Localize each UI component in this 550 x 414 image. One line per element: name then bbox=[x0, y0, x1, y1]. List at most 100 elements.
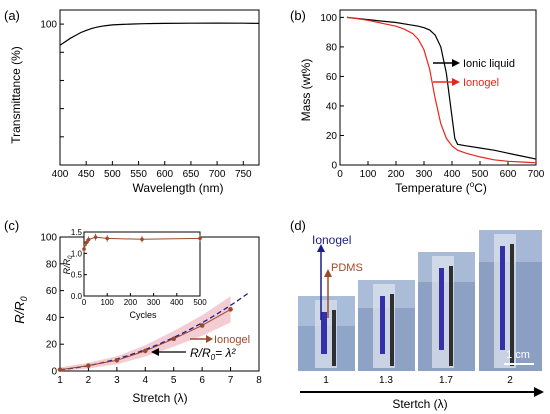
panel-c-point bbox=[199, 323, 205, 328]
panel-c-y-axis-label-sub: 0 bbox=[19, 296, 29, 301]
panel-c-ionogel-points bbox=[57, 307, 233, 372]
panel-b-x-tick-label: 0 bbox=[337, 169, 343, 180]
panel-b: (b) 0 100 200 300 400 500 600 700 0 20 40 60 80 100 I… bbox=[290, 8, 545, 195]
photo-1-electrode bbox=[332, 310, 336, 366]
photo-stretch-2: 1 cm bbox=[479, 230, 542, 371]
inset-point bbox=[84, 240, 89, 245]
inset-y-tick-label: 0.5 bbox=[71, 271, 83, 280]
panel-b-ionic-liquid-line bbox=[346, 16, 537, 160]
panel-c-annotations: Ionogel R/R0= λ² bbox=[151, 334, 250, 362]
panel-c-y-tick-label: 60 bbox=[46, 286, 58, 297]
theory-label-main: R/R bbox=[190, 346, 211, 360]
panel-b-x-axis-label: Temperature (oC) bbox=[395, 180, 487, 195]
panel-c-x-axis-label: Stretch (λ) bbox=[132, 391, 187, 405]
panel-a-transmittance-line bbox=[59, 22, 260, 46]
panel-c-point bbox=[86, 363, 91, 368]
stretch-arrowhead bbox=[534, 387, 544, 397]
panel-label-a: (a) bbox=[4, 8, 20, 23]
panel-c-x-tick-label: 3 bbox=[114, 375, 120, 386]
stretch-label-3: 1.7 bbox=[439, 375, 453, 386]
photo-3-electrode bbox=[449, 266, 453, 366]
panel-c-point bbox=[171, 336, 177, 342]
panel-label-c: (c) bbox=[4, 218, 19, 233]
panel-b-y-axis-label: Mass (wt%) bbox=[299, 59, 313, 122]
inset-y-tick-label: 1.5 bbox=[71, 228, 83, 237]
inset-y-axis-label-main: R/R bbox=[62, 258, 72, 274]
panel-c-point bbox=[228, 307, 233, 312]
photo-3-ionogel bbox=[439, 268, 444, 350]
inset-x-tick-label: 0 bbox=[82, 298, 87, 307]
inset-points bbox=[82, 233, 202, 253]
inset-point bbox=[198, 236, 202, 241]
panel-a-y-tick-label: 100 bbox=[40, 20, 57, 31]
panel-a-x-axis-label: Wavelength (nm) bbox=[133, 181, 224, 195]
legend-arrowhead-ionogel bbox=[452, 78, 460, 86]
inset-axes: 0 100 200 300 400 500 0.0 0.5 1.0 1.5 bbox=[71, 228, 207, 307]
panel-c-x-tick-label: 4 bbox=[143, 375, 149, 386]
panel-b-x-axis-label-tail: C) bbox=[474, 181, 487, 195]
legend-ionogel: Ionogel bbox=[463, 77, 499, 89]
panel-b-x-tick-label: 700 bbox=[528, 169, 545, 180]
photo-2-ionogel bbox=[380, 296, 385, 354]
ionogel-pointer-head bbox=[317, 244, 325, 252]
panel-b-frame bbox=[339, 9, 537, 166]
panel-a-x-tick-label: 400 bbox=[52, 169, 69, 180]
panel-b-y-tick-label: 80 bbox=[326, 42, 338, 53]
panel-c-y-axis-label: R/R0 bbox=[12, 296, 29, 323]
inset-x-tick-label: 100 bbox=[101, 298, 115, 307]
panel-c-x-tick-label: 7 bbox=[228, 375, 234, 386]
inset-x-tick-label: 200 bbox=[124, 298, 138, 307]
panel-c-y-axis-label-main: R/R bbox=[12, 301, 27, 323]
panel-c-y-tick-label: 40 bbox=[46, 313, 58, 324]
inset-point bbox=[86, 237, 91, 242]
panel-b-x-tick-label: 200 bbox=[388, 169, 405, 180]
panel-a-x-tick-label: 750 bbox=[235, 169, 252, 180]
panel-label-b: (b) bbox=[290, 8, 306, 23]
panel-b-ionogel-line bbox=[346, 16, 537, 164]
panel-label-d: (d) bbox=[290, 218, 306, 233]
panel-a-x-tick-label: 600 bbox=[156, 169, 173, 180]
panel-b-x-tick-label: 600 bbox=[500, 169, 517, 180]
panel-b-y-tick-label: 40 bbox=[326, 101, 338, 112]
stretch-label-2: 1.3 bbox=[379, 375, 393, 386]
photo-stretch-1.3 bbox=[358, 280, 415, 371]
panel-c-y-tick-label: 0 bbox=[51, 367, 57, 378]
panel-c-x-tick-label: 5 bbox=[171, 375, 177, 386]
panel-b-legend: Ionic liquid Ionogel bbox=[433, 58, 515, 89]
panel-b-x-tick-label: 400 bbox=[444, 169, 461, 180]
ionogel-arrowhead bbox=[206, 335, 213, 343]
panel-b-x-tick-label: 500 bbox=[472, 169, 489, 180]
inset-y-axis-label-sub: 0 bbox=[68, 255, 74, 259]
panel-a-x-tick-label: 700 bbox=[209, 169, 226, 180]
panel-c-point bbox=[142, 348, 148, 354]
panel-b-axes: 0 100 200 300 400 500 600 700 0 20 40 60 80 100 bbox=[320, 9, 545, 180]
panel-c-x-tick-label: 1 bbox=[57, 375, 63, 386]
panel-d-axis-label: Stertch (λ) bbox=[392, 397, 447, 411]
panel-b-y-tick-label: 100 bbox=[320, 13, 337, 24]
panel-c-y-tick-label: 100 bbox=[40, 233, 57, 244]
panel-c-y-tick-label: 80 bbox=[46, 259, 58, 270]
inset-point bbox=[105, 236, 109, 241]
panel-a-x-tick-label: 650 bbox=[183, 169, 200, 180]
inset-x-tick-label: 500 bbox=[193, 298, 207, 307]
panel-a-x-tick-label: 500 bbox=[104, 169, 121, 180]
panel-c-x-tick-label: 2 bbox=[86, 375, 92, 386]
panel-c-x-tick-label: 6 bbox=[199, 375, 205, 386]
panel-c-error-band bbox=[60, 296, 231, 371]
panel-c-ionogel-label: Ionogel bbox=[214, 334, 250, 346]
legend-ionic-liquid: Ionic liquid bbox=[463, 58, 515, 70]
panel-d-pdms-label: PDMS bbox=[331, 262, 363, 274]
panel-a-x-tick-label: 450 bbox=[78, 169, 95, 180]
inset-x-tick-label: 400 bbox=[170, 298, 184, 307]
panel-b-x-axis-label-sup: o bbox=[470, 180, 475, 189]
panel-c-theory-curve bbox=[59, 293, 248, 371]
panel-d-ionogel-label: Ionogel bbox=[312, 233, 351, 247]
theory-arrowhead bbox=[151, 348, 159, 356]
panel-a-axes: 400 450 500 550 600 650 700 750 100 bbox=[40, 9, 260, 180]
panel-a: (a) 400 450 500 550 600 650 700 750 100 Waveleng… bbox=[4, 8, 260, 195]
inset-y-tick-label: 0.0 bbox=[71, 292, 83, 301]
